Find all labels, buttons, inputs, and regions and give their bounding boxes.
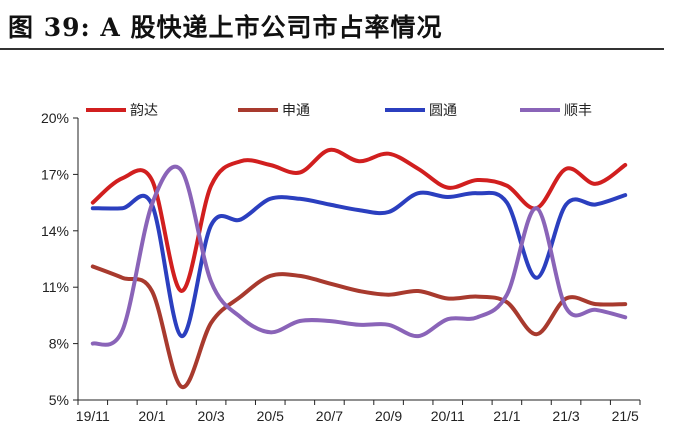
y-tick-label: 5% bbox=[49, 392, 69, 408]
title-divider bbox=[0, 48, 664, 50]
legend-label: 圆通 bbox=[429, 103, 457, 119]
x-tick-label: 20/3 bbox=[197, 408, 224, 424]
x-tick-label: 21/1 bbox=[493, 408, 520, 424]
x-tick-label: 21/5 bbox=[612, 408, 639, 424]
y-tick-label: 20% bbox=[41, 110, 69, 126]
legend-label: 申通 bbox=[282, 103, 310, 119]
chart-series bbox=[90, 147, 628, 389]
figure-title: 图 39: A 股快递上市公司市占率情况 bbox=[8, 13, 443, 42]
y-tick-label: 8% bbox=[49, 336, 69, 352]
y-tick-label: 17% bbox=[41, 166, 69, 182]
x-tick-label: 20/9 bbox=[375, 408, 402, 424]
x-tick-label: 21/3 bbox=[552, 408, 579, 424]
chart-legend: 韵达 申通 圆通 顺丰 bbox=[86, 103, 592, 119]
x-tick-label: 20/1 bbox=[138, 408, 165, 424]
legend-label: 顺丰 bbox=[564, 103, 592, 119]
series-line bbox=[90, 164, 628, 347]
y-tick-label: 14% bbox=[41, 223, 69, 239]
x-tick-label: 19/11 bbox=[76, 408, 110, 424]
chart-axes: 5% 8% 11% 14% 17% 20% 19/11 20/1 20/3 20/5 20/7 20/… bbox=[41, 110, 641, 424]
y-tick-label: 11% bbox=[42, 279, 69, 295]
x-tick-label: 20/5 bbox=[257, 408, 284, 424]
x-tick-label: 20/7 bbox=[316, 408, 343, 424]
series-line bbox=[90, 190, 628, 339]
legend-label: 韵达 bbox=[130, 103, 158, 119]
x-tick-label: 20/11 bbox=[431, 408, 465, 424]
series-line bbox=[90, 264, 628, 389]
